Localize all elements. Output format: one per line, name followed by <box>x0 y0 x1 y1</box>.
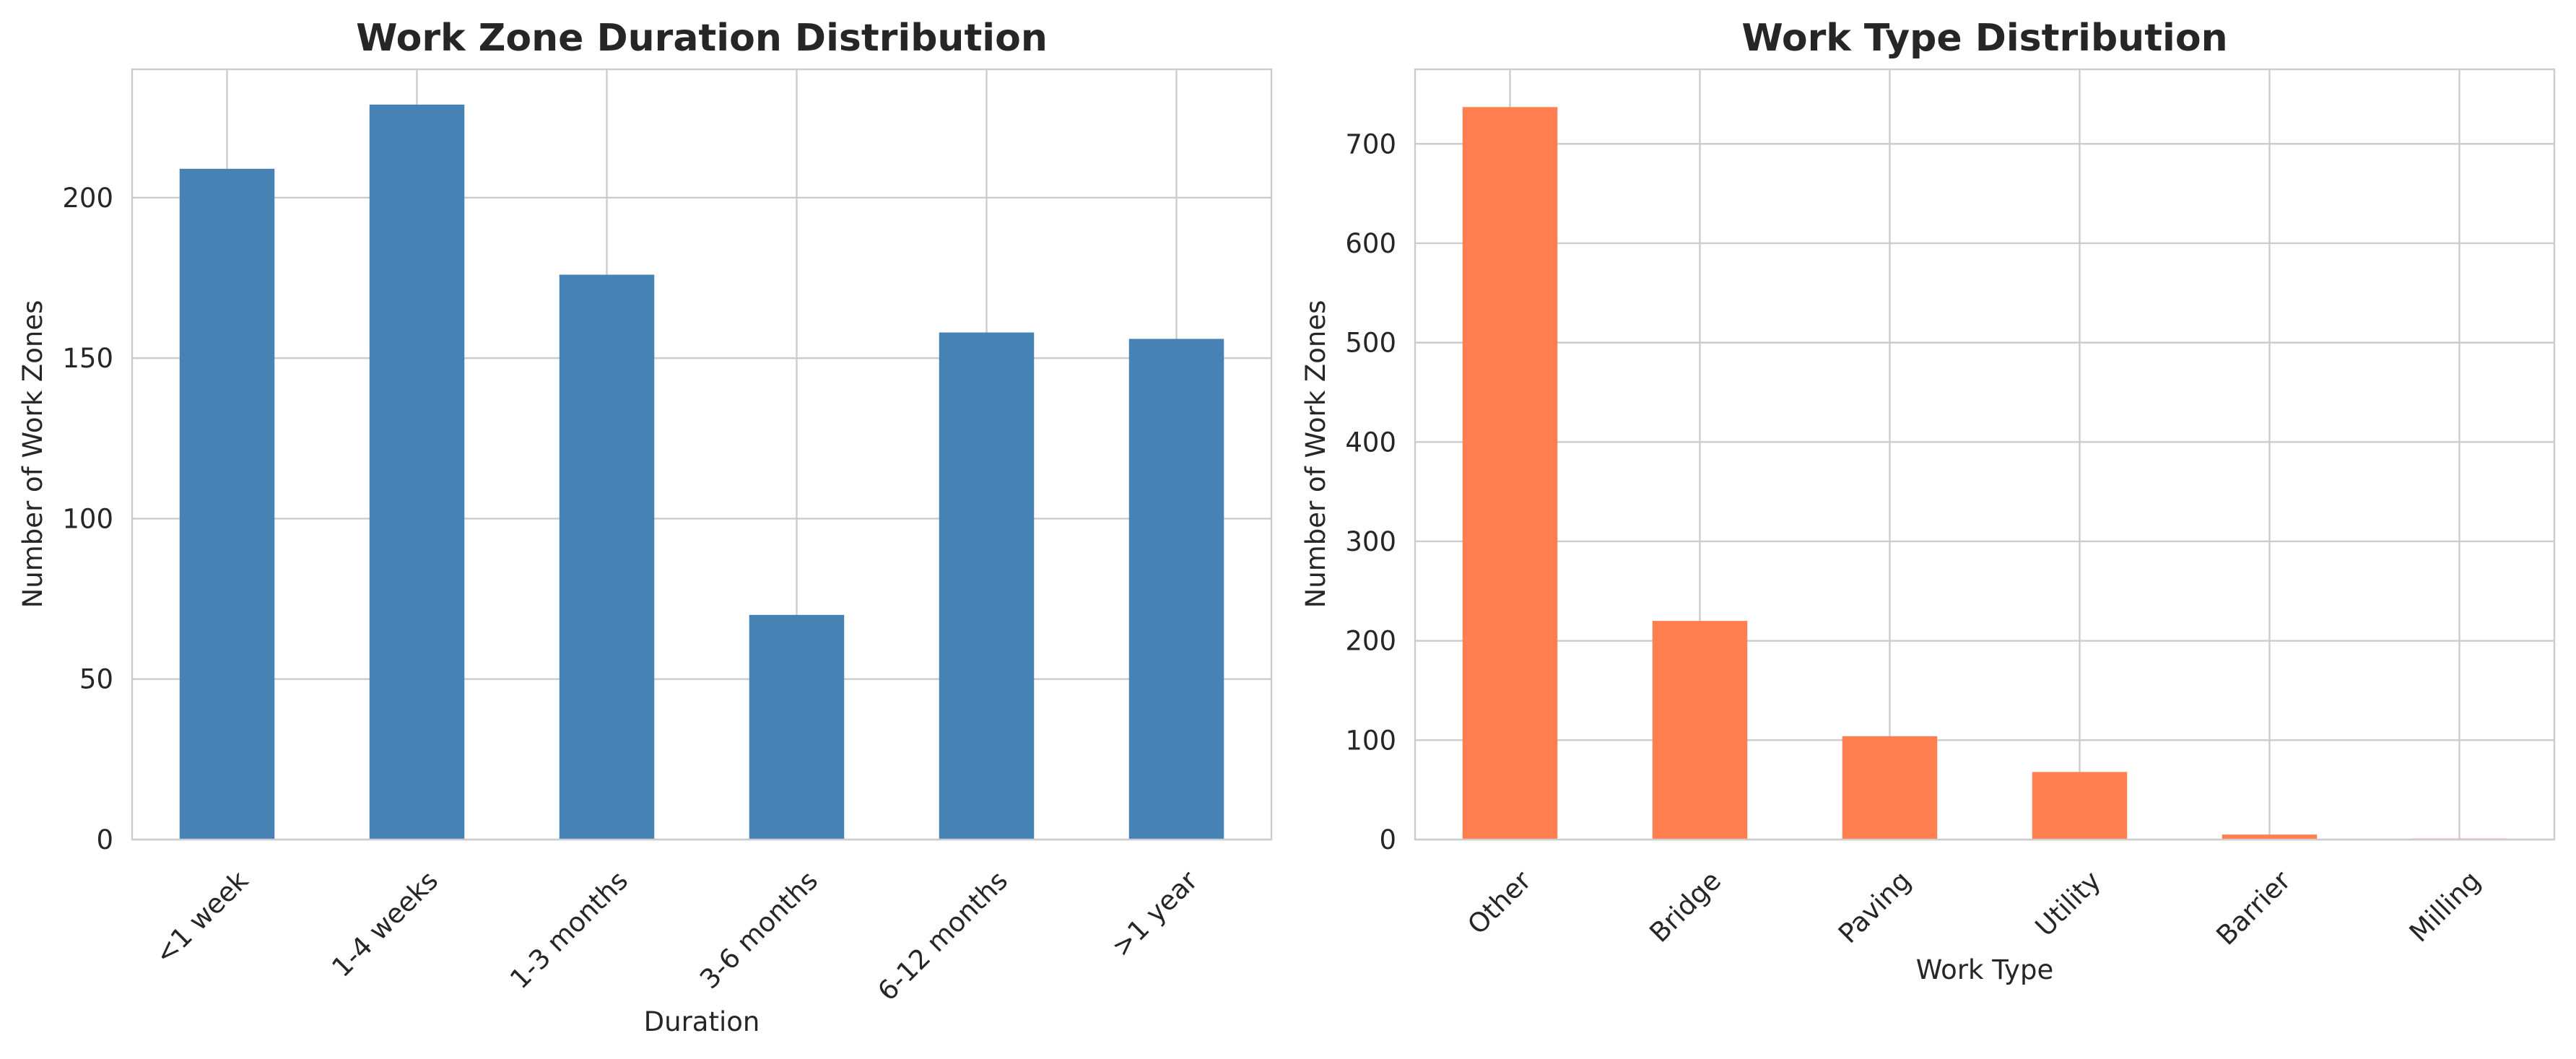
work-type-y-tick-label: 200 <box>1345 626 1396 657</box>
duration-y-tick-label: 200 <box>62 183 113 214</box>
work-type-grid <box>1415 69 2554 841</box>
duration-bar-1-3-months <box>559 274 655 840</box>
duration-y-ticks: 0 50 100 150 200 <box>62 183 113 855</box>
work-type-chart-title: Work Type Distribution <box>1741 17 2227 60</box>
duration-bar-gt-1-year <box>1128 339 1224 840</box>
duration-x-tick-label: 1-3 months <box>504 865 634 995</box>
work-type-y-ticks: 0 100 200 300 400 500 600 700 <box>1345 128 1396 855</box>
work-type-y-tick-label: 300 <box>1345 526 1396 557</box>
duration-y-tick-label: 100 <box>62 503 113 534</box>
work-type-x-tick-label: Bridge <box>1643 865 1727 949</box>
work-type-y-tick-label: 100 <box>1345 725 1396 756</box>
work-type-x-tick-label: Utility <box>2029 865 2107 942</box>
duration-x-axis-label: Duration <box>644 1006 760 1037</box>
work-type-y-tick-label: 400 <box>1345 427 1396 458</box>
work-type-y-tick-label: 700 <box>1345 128 1396 160</box>
work-type-bar-other <box>1462 107 1558 840</box>
work-type-bar-utility <box>2032 772 2128 840</box>
duration-chart: 0 50 100 150 200 <1 week 1-4 weeks 1-3 months 3… <box>17 17 1273 1037</box>
duration-x-tick-label: 6-12 months <box>871 865 1014 1007</box>
work-type-x-tick-label: Other <box>1461 865 1537 941</box>
duration-bar-3-6-months <box>749 614 845 840</box>
duration-x-tick-label: 1-4 weeks <box>326 865 444 983</box>
duration-bar-lt-1-week <box>179 168 275 840</box>
work-type-y-tick-label: 500 <box>1345 328 1396 359</box>
duration-bar-6-12-months <box>939 332 1035 840</box>
work-type-x-tick-label: Milling <box>2403 865 2486 948</box>
work-type-y-tick-label: 0 <box>1379 824 1396 855</box>
work-type-bar-paving <box>1842 736 1938 840</box>
work-type-x-ticks: Other Bridge Paving Utility Barrier Milling <box>1461 865 2486 951</box>
work-type-plot-frame <box>1414 68 2556 841</box>
work-type-bar-barrier <box>2222 834 2318 840</box>
duration-y-tick-label: 150 <box>62 343 113 374</box>
duration-bars <box>179 104 1224 840</box>
duration-chart-title: Work Zone Duration Distribution <box>356 17 1048 60</box>
duration-y-axis-label: Number of Work Zones <box>17 300 48 609</box>
duration-y-tick-label: 0 <box>96 824 113 855</box>
duration-plot-frame <box>131 68 1273 841</box>
duration-x-tick-label: <1 week <box>149 865 254 970</box>
work-type-x-axis-label: Work Type <box>1916 954 2053 985</box>
duration-grid <box>132 69 1271 841</box>
work-type-bars <box>1462 107 2507 840</box>
work-type-x-tick-label: Paving <box>1832 865 1917 949</box>
duration-x-tick-label: 3-6 months <box>694 865 824 995</box>
duration-x-ticks: <1 week 1-4 weeks 1-3 months 3-6 months 6-12… <box>149 865 1204 1007</box>
duration-y-tick-label: 50 <box>79 664 113 695</box>
work-type-bar-bridge <box>1652 621 1748 840</box>
work-type-chart: 0 100 200 300 400 500 600 700 Other Bridge Paving… <box>1300 17 2556 985</box>
duration-x-tick-label: >1 year <box>1105 865 1204 963</box>
duration-bar-1-4-weeks <box>369 104 465 840</box>
work-type-x-tick-label: Barrier <box>2211 865 2297 951</box>
work-type-y-tick-label: 600 <box>1345 228 1396 259</box>
work-type-y-axis-label: Number of Work Zones <box>1300 300 1331 609</box>
